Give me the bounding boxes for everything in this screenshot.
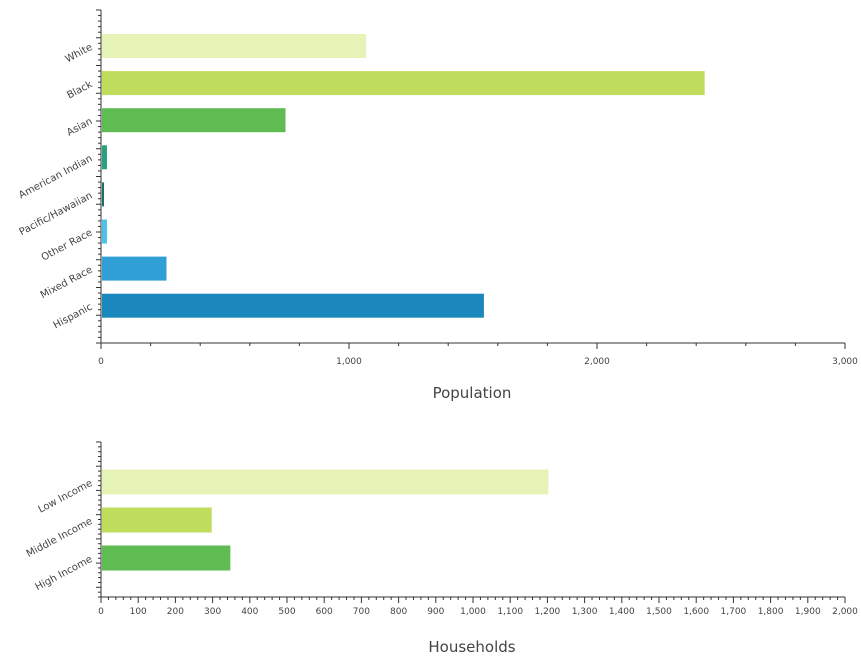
households-x-tick-label: 900: [427, 607, 444, 617]
households-x-tick-label: 1,300: [572, 607, 598, 617]
households-bar-high-income[interactable]: [102, 545, 231, 571]
population-bar-white[interactable]: [102, 34, 367, 58]
households-x-tick-label: 300: [204, 607, 221, 617]
households-x-tick-label: 1,400: [609, 607, 635, 617]
population-x-tick-label: 1,000: [336, 357, 362, 367]
households-category-label-low-income: Low Income: [37, 478, 95, 516]
households-x-tick-label: 1,200: [535, 607, 561, 617]
households-x-tick-label: 0: [98, 607, 104, 617]
households-x-tick-label: 1,800: [758, 607, 784, 617]
population-category-label-mixed-race: Mixed Race: [39, 265, 95, 302]
population-category-label-hispanic: Hispanic: [52, 302, 95, 332]
households-x-tick-label: 700: [353, 607, 370, 617]
households-chart: 0 100 200 300 400 500 600 700 800 900 1,000 1,100 1,…: [25, 441, 858, 656]
population-bar-asian[interactable]: [102, 108, 286, 133]
households-x-tick-label: 1,000: [460, 607, 486, 617]
population-bar-black[interactable]: [102, 71, 705, 96]
population-x-tick-label: 0: [98, 357, 104, 367]
households-x-tick-label: 2,000: [832, 607, 858, 617]
population-bar-american-indian[interactable]: [102, 145, 107, 170]
population-x-axis-title: Population: [433, 384, 512, 402]
population-bar-hispanic[interactable]: [102, 293, 484, 318]
households-x-tick-label: 200: [167, 607, 184, 617]
population-x-tick-label: 2,000: [584, 357, 610, 367]
households-x-axis-title: Households: [428, 638, 515, 656]
households-x-tick-label: 1,500: [646, 607, 672, 617]
households-category-label-middle-income: Middle Income: [25, 516, 95, 560]
population-category-label-other-race: Other Race: [40, 227, 95, 263]
households-x-tick-label: 500: [278, 607, 295, 617]
households-x-tick-label: 400: [241, 607, 258, 617]
population-bar-mixed-race[interactable]: [102, 256, 167, 281]
population-bar-other-race[interactable]: [102, 219, 107, 244]
population-chart: 0 1,000 2,000 3,000WhiteBlackAsianAmerican …: [17, 9, 858, 402]
households-x-tick-label: 1,700: [721, 607, 747, 617]
population-bar-pacific-hawaiian[interactable]: [102, 182, 104, 207]
households-x-tick-label: 1,100: [497, 607, 523, 617]
population-category-label-asian: Asian: [65, 116, 94, 139]
households-category-label-high-income: High Income: [34, 554, 95, 593]
population-category-label-black: Black: [65, 79, 94, 102]
households-x-tick-label: 600: [316, 607, 333, 617]
households-bar-low-income[interactable]: [102, 469, 549, 495]
population-category-label-white: White: [64, 42, 95, 65]
households-bar-middle-income[interactable]: [102, 507, 212, 533]
households-x-tick-label: 1,600: [683, 607, 709, 617]
households-x-tick-label: 100: [130, 607, 147, 617]
population-x-tick-label: 3,000: [832, 357, 858, 367]
households-x-tick-label: 1,900: [795, 607, 821, 617]
households-x-tick-label: 800: [390, 607, 407, 617]
